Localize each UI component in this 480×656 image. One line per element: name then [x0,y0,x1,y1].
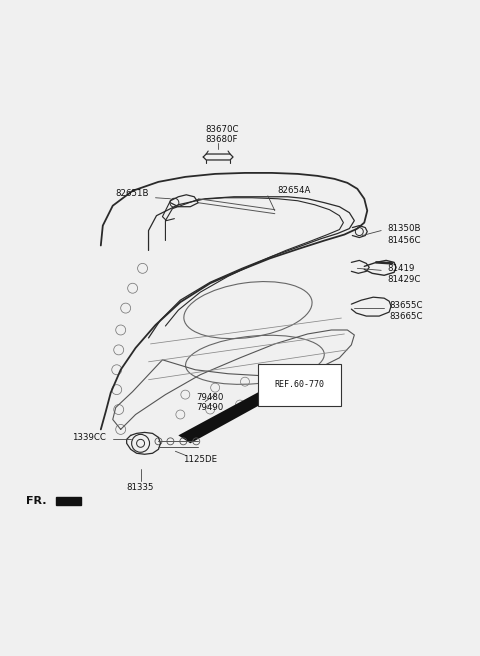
Text: 83665C: 83665C [389,312,422,321]
Text: 82654A: 82654A [278,186,311,195]
Text: 79480: 79480 [196,393,224,402]
Text: REF.60-770: REF.60-770 [275,380,324,389]
Text: 83670C: 83670C [205,125,239,134]
Text: 83655C: 83655C [389,300,422,310]
Text: 1125DE: 1125DE [183,455,217,464]
Text: 81335: 81335 [127,483,155,491]
Text: 83680F: 83680F [206,134,239,144]
Text: 1339CC: 1339CC [72,433,106,442]
Text: 81419: 81419 [387,264,415,273]
Text: 81429C: 81429C [387,275,420,284]
Text: FR.: FR. [25,496,46,506]
Text: 79490: 79490 [196,403,224,412]
Text: 82651B: 82651B [115,190,148,198]
Circle shape [281,382,295,397]
Text: 81456C: 81456C [387,236,420,245]
Polygon shape [179,382,288,443]
Text: 81350B: 81350B [387,224,420,233]
Polygon shape [56,497,81,505]
